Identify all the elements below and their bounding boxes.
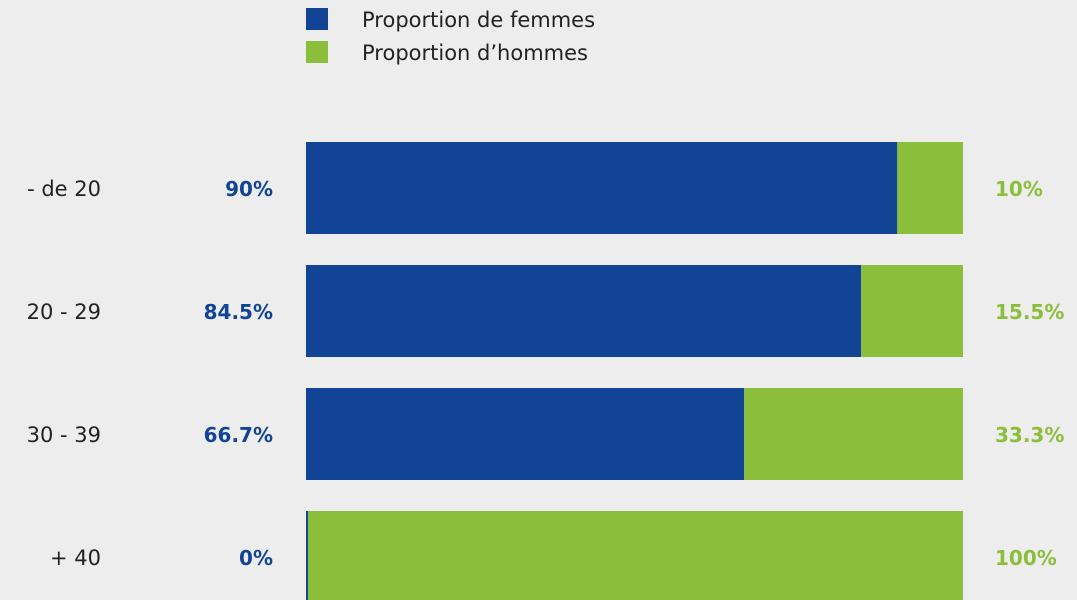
bar-femmes-zero-marker-4	[306, 511, 308, 600]
bar-femmes-1	[306, 142, 898, 234]
bar-hommes-4	[306, 511, 963, 600]
category-label: 30 - 39	[27, 423, 101, 447]
value-label-femmes: 66.7%	[204, 423, 273, 447]
value-label-hommes: 33.3%	[995, 423, 1064, 447]
bar-hommes-3	[744, 388, 963, 480]
category-label: + 40	[50, 546, 101, 570]
value-label-hommes: 100%	[995, 546, 1057, 570]
legend-swatch-2	[306, 41, 328, 63]
value-label-hommes: 15.5%	[995, 300, 1064, 324]
legend-swatch-1	[306, 8, 328, 30]
bar-femmes-3	[306, 388, 745, 480]
bar-hommes-2	[861, 265, 963, 357]
category-label: - de 20	[27, 177, 101, 201]
bar-hommes-1	[897, 142, 963, 234]
value-label-femmes: 0%	[239, 546, 273, 570]
value-label-hommes: 10%	[995, 177, 1043, 201]
value-label-femmes: 90%	[225, 177, 273, 201]
value-label-femmes: 84.5%	[204, 300, 273, 324]
legend-label-2: Proportion d’hommes	[362, 41, 588, 65]
legend-label-1: Proportion de femmes	[362, 8, 595, 32]
category-label: 20 - 29	[27, 300, 101, 324]
bar-femmes-2	[306, 265, 862, 357]
